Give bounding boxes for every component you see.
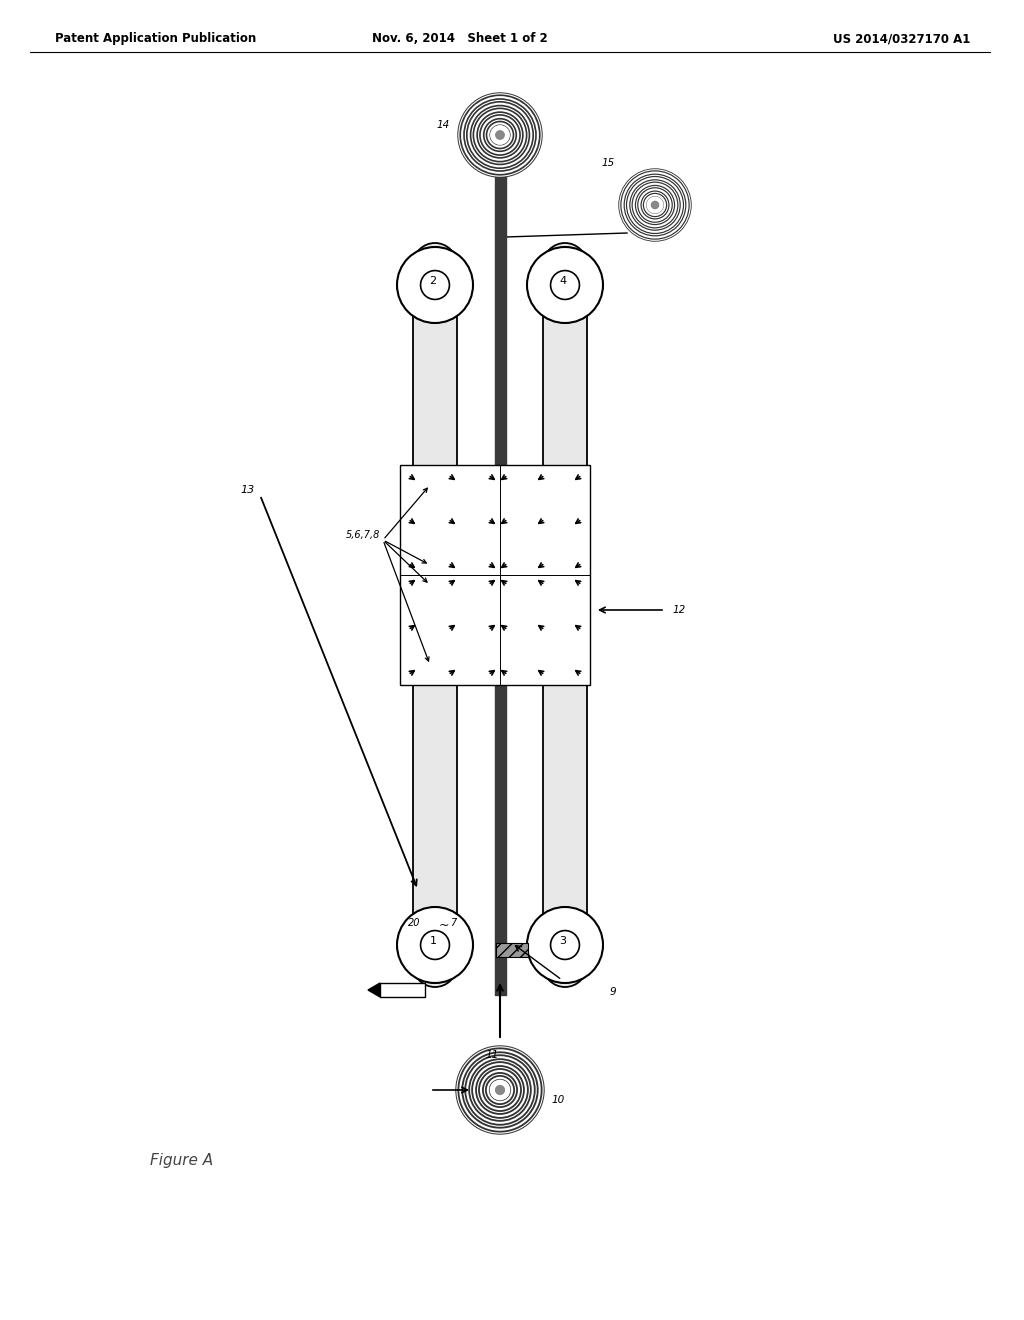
Text: 11: 11 [485, 1049, 499, 1060]
Text: 12: 12 [672, 605, 685, 615]
Circle shape [413, 942, 457, 987]
Circle shape [647, 197, 663, 213]
Circle shape [543, 942, 587, 987]
Circle shape [551, 931, 580, 960]
Text: 20: 20 [408, 917, 420, 928]
Bar [400, 465, 590, 685]
Bar [380, 983, 425, 997]
Circle shape [490, 1080, 510, 1100]
Text: US 2014/0327170 A1: US 2014/0327170 A1 [833, 32, 970, 45]
Text: 2: 2 [429, 276, 436, 286]
Circle shape [496, 1085, 505, 1094]
Text: ~: ~ [439, 919, 450, 932]
Text: 3: 3 [559, 936, 566, 946]
Text: 7: 7 [450, 917, 457, 928]
Bar [413, 265, 457, 965]
Text: Patent Application Publication: Patent Application Publication [55, 32, 256, 45]
Circle shape [651, 202, 658, 209]
Circle shape [543, 243, 587, 286]
Circle shape [421, 271, 450, 300]
Text: 14: 14 [437, 120, 450, 129]
Circle shape [527, 247, 603, 323]
Text: 15: 15 [602, 158, 615, 168]
Circle shape [413, 243, 457, 286]
Circle shape [421, 931, 450, 960]
Text: Nov. 6, 2014   Sheet 1 of 2: Nov. 6, 2014 Sheet 1 of 2 [372, 32, 548, 45]
Text: Figure A: Figure A [150, 1152, 213, 1167]
Bar [496, 942, 528, 957]
Bar [543, 265, 587, 965]
Text: 1: 1 [429, 936, 436, 946]
Circle shape [397, 247, 473, 323]
Circle shape [618, 169, 691, 242]
Circle shape [397, 907, 473, 983]
Text: 10: 10 [552, 1096, 565, 1105]
Text: 5,6,7,8: 5,6,7,8 [346, 531, 380, 540]
Circle shape [456, 1045, 544, 1134]
Circle shape [527, 907, 603, 983]
Circle shape [490, 125, 509, 144]
Text: 13: 13 [241, 484, 255, 495]
Polygon shape [368, 983, 380, 997]
Text: 9: 9 [610, 987, 616, 997]
Circle shape [496, 131, 504, 139]
Text: 4: 4 [559, 276, 566, 286]
Circle shape [458, 92, 542, 177]
Circle shape [551, 271, 580, 300]
